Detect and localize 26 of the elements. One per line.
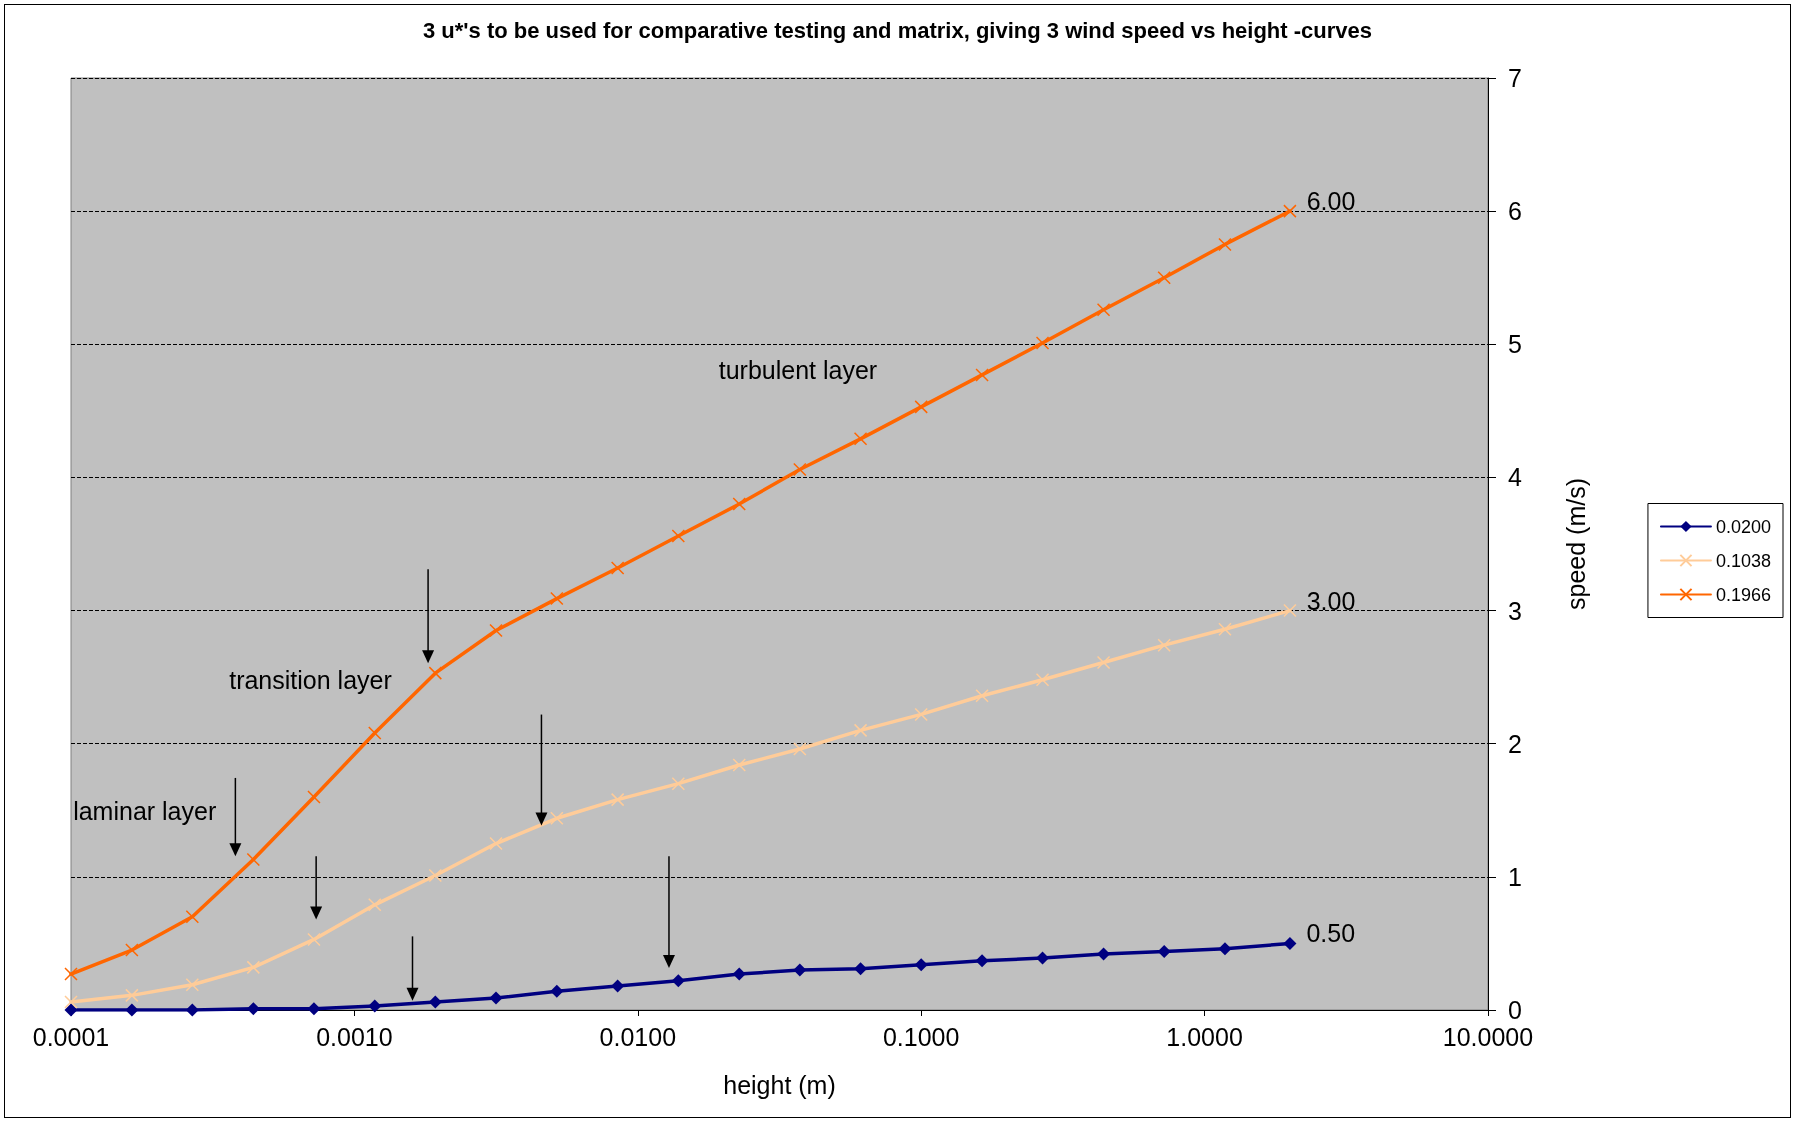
data-label: 0.50: [1306, 919, 1356, 948]
x-tick-label: 0.0001: [32, 1022, 110, 1051]
x-tick-label: 1.0000: [1166, 1022, 1243, 1051]
y-tick-label: 3: [1508, 596, 1522, 625]
annotation: transition layer: [229, 666, 392, 695]
y-tick-label: 7: [1508, 64, 1522, 92]
legend-label: 0.1966: [1715, 584, 1772, 605]
annotation: turbulent layer: [718, 355, 878, 384]
y-tick-label: 4: [1508, 463, 1522, 492]
y-tick-label: 2: [1508, 729, 1522, 758]
legend-label: 0.0200: [1715, 516, 1772, 537]
x-tick-label: 10.0000: [1442, 1022, 1534, 1051]
x-tick-label: 0.0010: [316, 1022, 393, 1051]
annotation: laminar layer: [73, 797, 217, 826]
y-axis-title: speed (m/s): [1561, 478, 1590, 610]
y-tick-label: 1: [1508, 862, 1522, 891]
y-tick-label: 0: [1508, 996, 1522, 1024]
data-label: 3.00: [1306, 586, 1356, 615]
y-tick-label: 5: [1508, 330, 1522, 359]
data-label: 6.00: [1306, 187, 1356, 216]
x-axis-title: height (m): [723, 1070, 836, 1099]
legend-label: 0.1038: [1715, 550, 1772, 571]
y-tick-label: 6: [1508, 197, 1522, 226]
x-tick-label: 0.1000: [882, 1022, 960, 1051]
chart-title: 3 u*'s to be used for comparative testing and matrix, giving 3 wind speed vs height -curves: [422, 17, 1373, 43]
x-tick-label: 0.0100: [599, 1022, 677, 1051]
